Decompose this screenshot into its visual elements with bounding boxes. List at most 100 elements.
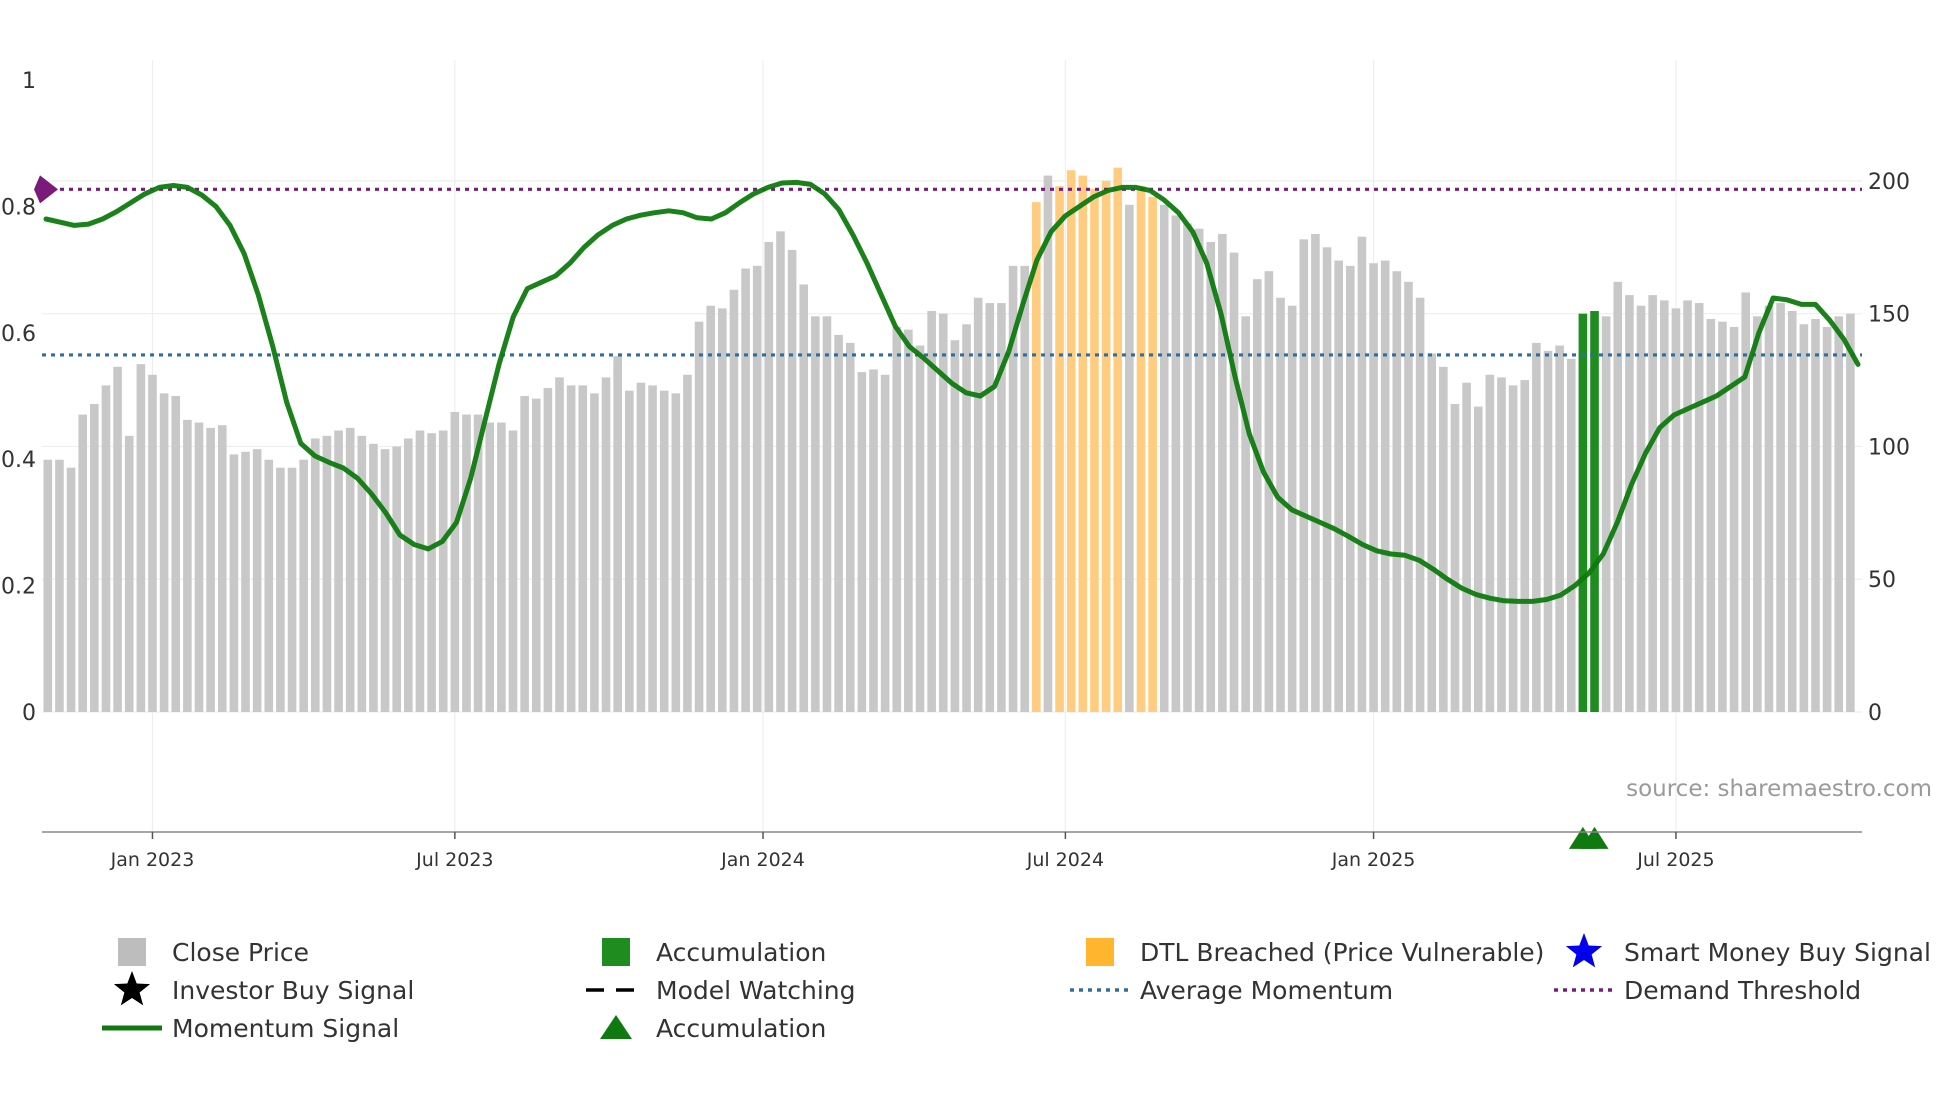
close-price-bar <box>1671 308 1681 712</box>
legend-item: Investor Buy Signal <box>113 971 414 1006</box>
close-price-bar <box>1787 311 1797 712</box>
legend-item: Accumulation <box>602 938 826 967</box>
close-price-bar <box>1194 228 1204 713</box>
close-price-bar <box>1159 204 1169 713</box>
close-price-bar <box>369 443 378 712</box>
legend-item: Close Price <box>118 938 309 967</box>
legend: Close Price Accumulation DTL Breached (Pri… <box>102 933 1931 1043</box>
close-price-bar <box>857 372 867 712</box>
left-axis-tick-label: 1 <box>22 69 36 94</box>
close-price-bar <box>834 334 843 712</box>
close-price-bar <box>764 241 774 712</box>
close-price-bar <box>1392 271 1402 712</box>
close-price-bar <box>892 326 902 712</box>
close-price-bar <box>1497 377 1506 712</box>
close-price-bar <box>915 345 925 712</box>
close-price-bar <box>287 467 297 712</box>
close-price-bar <box>729 289 739 712</box>
close-price-bar <box>636 382 646 712</box>
close-price-bar <box>671 393 681 712</box>
close-price-bar <box>1125 204 1134 713</box>
x-axis-tick-label: Jan 2023 <box>110 849 195 871</box>
close-price-bar <box>973 297 983 712</box>
close-price-bar <box>462 414 471 712</box>
close-price-bar <box>997 303 1006 712</box>
right-axis-tick-label: 100 <box>1868 435 1910 460</box>
close-price-bar <box>427 433 436 712</box>
close-price-bar <box>1706 318 1716 712</box>
close-price-bar <box>624 390 634 712</box>
legend-item: Momentum Signal <box>102 1014 399 1043</box>
close-price-bar <box>962 324 971 712</box>
legend-label: Average Momentum <box>1140 976 1393 1005</box>
close-price-bar <box>613 356 622 712</box>
close-price-bar <box>66 467 76 712</box>
dtl-breached-bar <box>1101 180 1111 712</box>
close-price-bar <box>543 388 553 712</box>
close-price-bar <box>473 414 483 712</box>
dtl-breached-bar <box>1113 167 1123 712</box>
close-price-bar <box>43 459 53 712</box>
close-price-bar <box>927 311 936 712</box>
close-price-bar <box>1613 281 1623 712</box>
close-price-bar <box>1206 241 1216 712</box>
right-axis-tick-label: 200 <box>1868 170 1910 195</box>
close-price-bar <box>1299 239 1309 712</box>
legend-label: DTL Breached (Price Vulnerable) <box>1140 938 1544 967</box>
left-axis-tick-label: 0.6 <box>1 322 36 347</box>
close-price-bar <box>1659 300 1669 712</box>
close-price-bar <box>1462 382 1471 712</box>
legend-star-icon <box>113 971 151 1006</box>
dtl-breached-bar <box>1148 196 1157 712</box>
close-price-bar <box>1753 316 1762 712</box>
close-price-bar <box>183 419 192 712</box>
close-price-bar <box>438 430 448 712</box>
close-price-bar <box>1473 406 1483 712</box>
close-price-bar <box>1415 297 1425 712</box>
close-price-bar <box>392 446 401 712</box>
close-price-bar <box>601 377 611 712</box>
close-price-bar <box>299 459 308 712</box>
close-price-bar <box>752 265 762 712</box>
close-price-bar <box>1625 295 1634 712</box>
close-price-bar <box>1718 321 1727 712</box>
close-price-bar <box>648 385 657 712</box>
close-price-bar <box>310 438 320 712</box>
source-note: source: sharemaestro.com <box>1626 776 1932 802</box>
close-price-bar <box>497 422 506 712</box>
close-price-bar <box>1229 252 1239 712</box>
close-price-bar <box>1694 303 1704 712</box>
close-price-bar <box>1683 300 1692 712</box>
legend-label: Accumulation <box>656 938 826 967</box>
dtl-breached-bar <box>1090 188 1099 712</box>
accumulation-bar <box>1578 313 1588 712</box>
close-price-bar <box>1357 236 1367 712</box>
legend-label: Model Watching <box>656 976 856 1005</box>
close-price-bar <box>1846 313 1855 712</box>
close-price-bar <box>904 329 913 712</box>
close-price-bar <box>148 374 157 712</box>
close-price-bar <box>1218 234 1227 713</box>
close-price-bar <box>845 342 855 712</box>
close-price-bar <box>415 430 425 712</box>
close-price-bar <box>404 438 413 712</box>
close-price-bar <box>90 403 99 712</box>
close-price-bar <box>113 366 122 712</box>
close-price-bar <box>252 449 262 712</box>
legend-square-icon <box>1086 938 1114 966</box>
legend-item: Average Momentum <box>1070 976 1393 1005</box>
close-price-bar <box>520 396 529 712</box>
close-price-bar <box>1729 326 1739 712</box>
dtl-breached-bar <box>1032 202 1041 713</box>
legend-label: Close Price <box>172 938 309 967</box>
close-price-bar <box>1636 305 1646 712</box>
close-price-bar <box>78 414 88 712</box>
legend-item: DTL Breached (Price Vulnerable) <box>1086 938 1544 967</box>
close-price-bar <box>787 249 797 712</box>
close-price-bar <box>1171 215 1181 712</box>
close-price-bar <box>822 316 832 712</box>
close-price-bar <box>1311 234 1320 713</box>
close-price-bar <box>334 430 343 712</box>
x-axis-tick-label: Jan 2024 <box>720 849 805 871</box>
accumulation-triangle-marker <box>1580 826 1609 849</box>
